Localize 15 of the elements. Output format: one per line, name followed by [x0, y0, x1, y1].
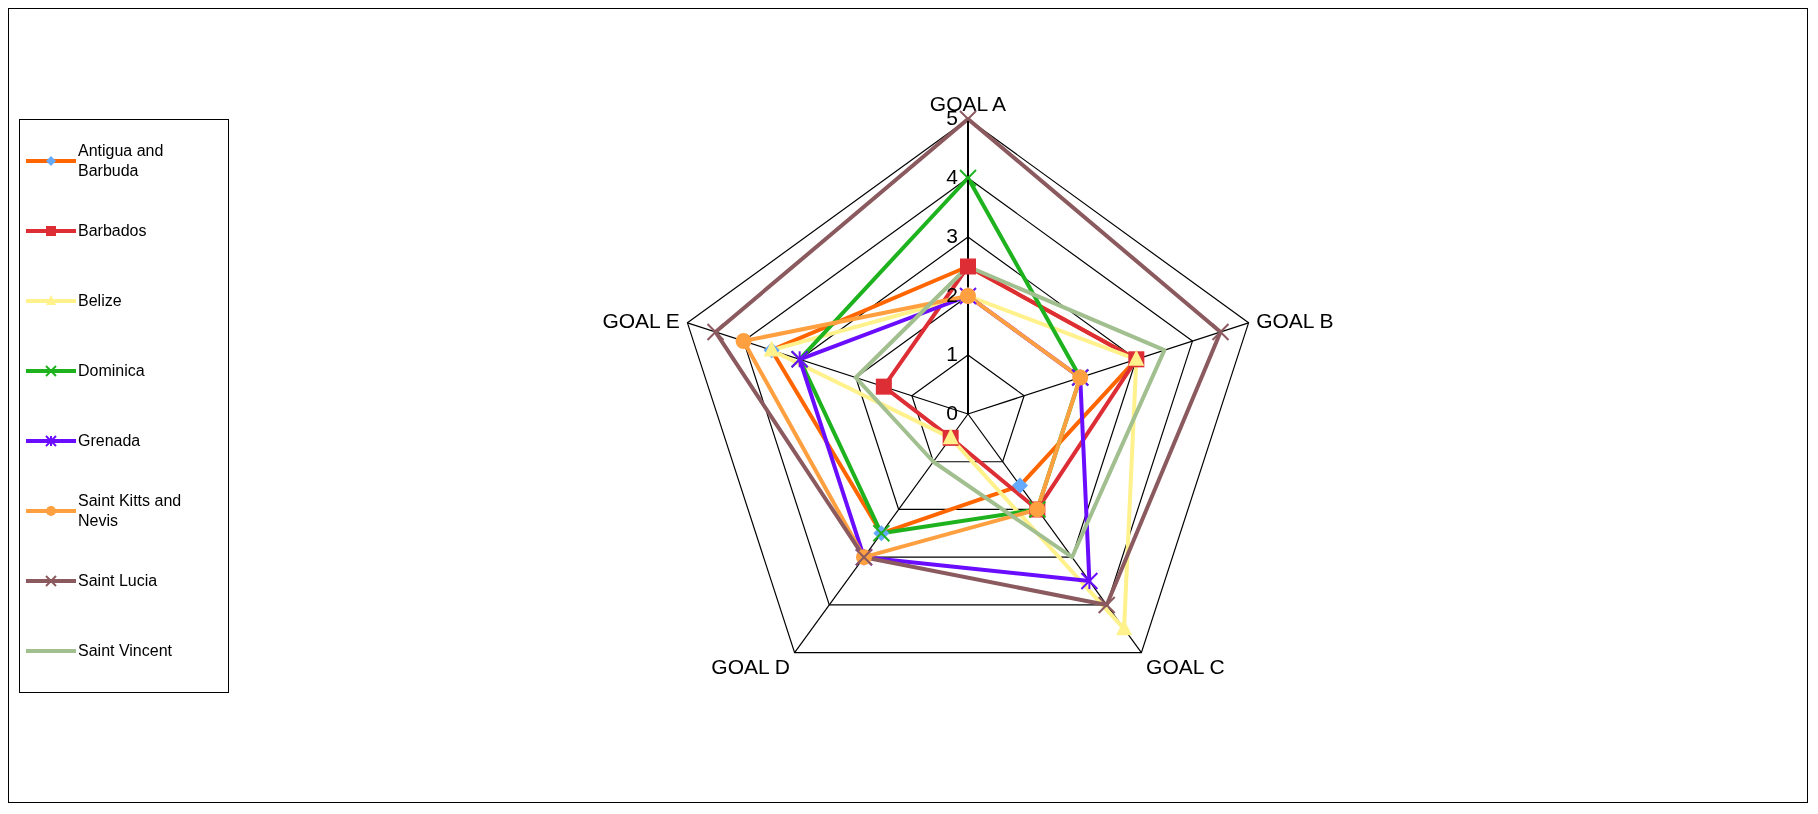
spoke-label: GOAL B: [1256, 308, 1334, 332]
y-tick-label: 3: [946, 223, 958, 247]
legend-label: Belize: [78, 290, 122, 311]
legend-label: Dominica: [78, 360, 145, 381]
legend-label: Saint Lucia: [78, 570, 158, 591]
spoke-label: GOAL C: [1146, 655, 1225, 679]
y-tick-label: 1: [946, 341, 958, 365]
legend-label: Saint Vincent: [78, 640, 172, 661]
legend-label: Antigua and Barbuda: [78, 140, 165, 181]
legend-label: Barbados: [78, 220, 147, 241]
legend-label: Grenada: [78, 430, 141, 451]
legend-label: Saint Kitts and Nevis: [78, 490, 183, 531]
spoke-label: GOAL E: [602, 308, 680, 332]
spoke-label: GOAL D: [711, 655, 790, 679]
y-tick-label: 4: [946, 164, 959, 188]
